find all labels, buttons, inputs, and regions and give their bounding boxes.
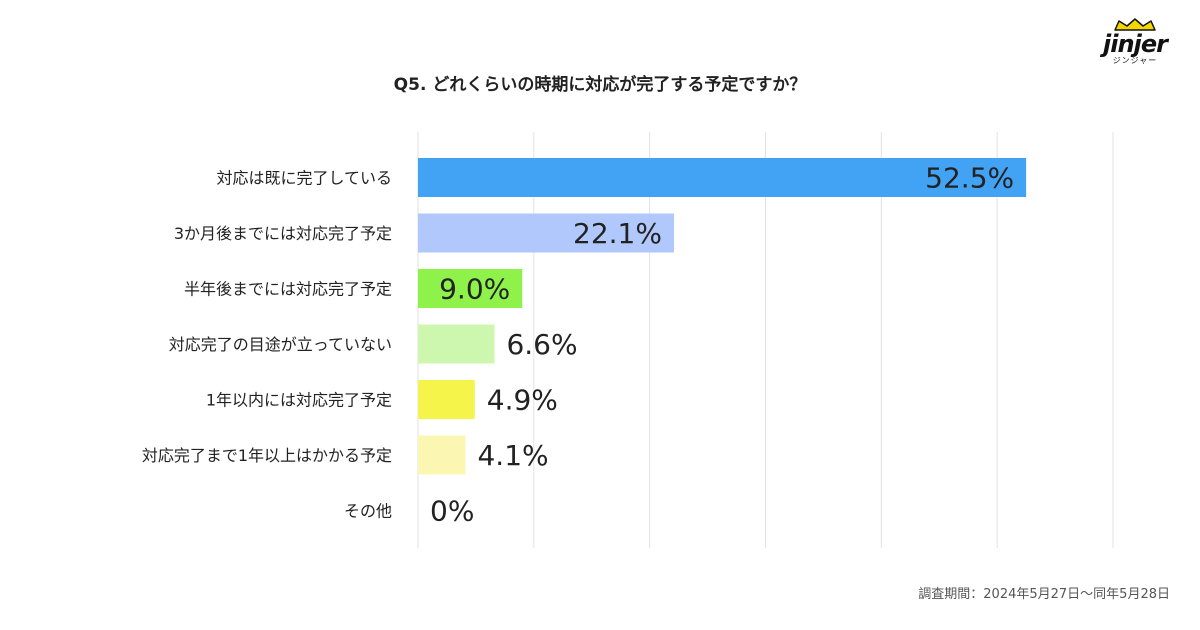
- bar: [418, 380, 475, 419]
- bar: [418, 158, 1027, 197]
- category-label: 3か月後までには対応完了予定: [174, 224, 392, 243]
- survey-period-note: 調査期間：2024年5月27日〜同年5月28日: [918, 587, 1170, 602]
- bar: [418, 324, 495, 364]
- category-label: 対応は既に完了している: [216, 169, 392, 188]
- chart-title: Q5. どれくらいの時期に対応が完了する予定ですか？: [393, 75, 807, 95]
- logo-wordmark: jinjer: [1103, 30, 1168, 58]
- bar: [418, 213, 674, 253]
- data-label: 4.1%: [477, 439, 548, 472]
- brand-logo: jinjer ジンジャー: [1092, 18, 1178, 66]
- category-label: 半年後までには対応完了予定: [184, 280, 392, 299]
- category-label: 対応完了の目途が立っていない: [169, 335, 392, 354]
- data-label: 9.0%: [439, 273, 510, 306]
- data-label: 0%: [430, 495, 474, 528]
- data-label: 4.9%: [487, 384, 558, 417]
- logo-subtitle: ジンジャー: [1112, 56, 1158, 65]
- category-label: 1年以内には対応完了予定: [206, 391, 392, 410]
- data-label: 52.5%: [925, 162, 1014, 195]
- bar: [418, 269, 523, 308]
- category-label: その他: [344, 502, 392, 521]
- data-label: 6.6%: [506, 328, 577, 361]
- bar: [418, 435, 466, 475]
- data-label: 22.1%: [573, 217, 662, 250]
- crown-icon: [1114, 18, 1156, 31]
- category-label: 対応完了まで1年以上はかかる予定: [142, 446, 392, 465]
